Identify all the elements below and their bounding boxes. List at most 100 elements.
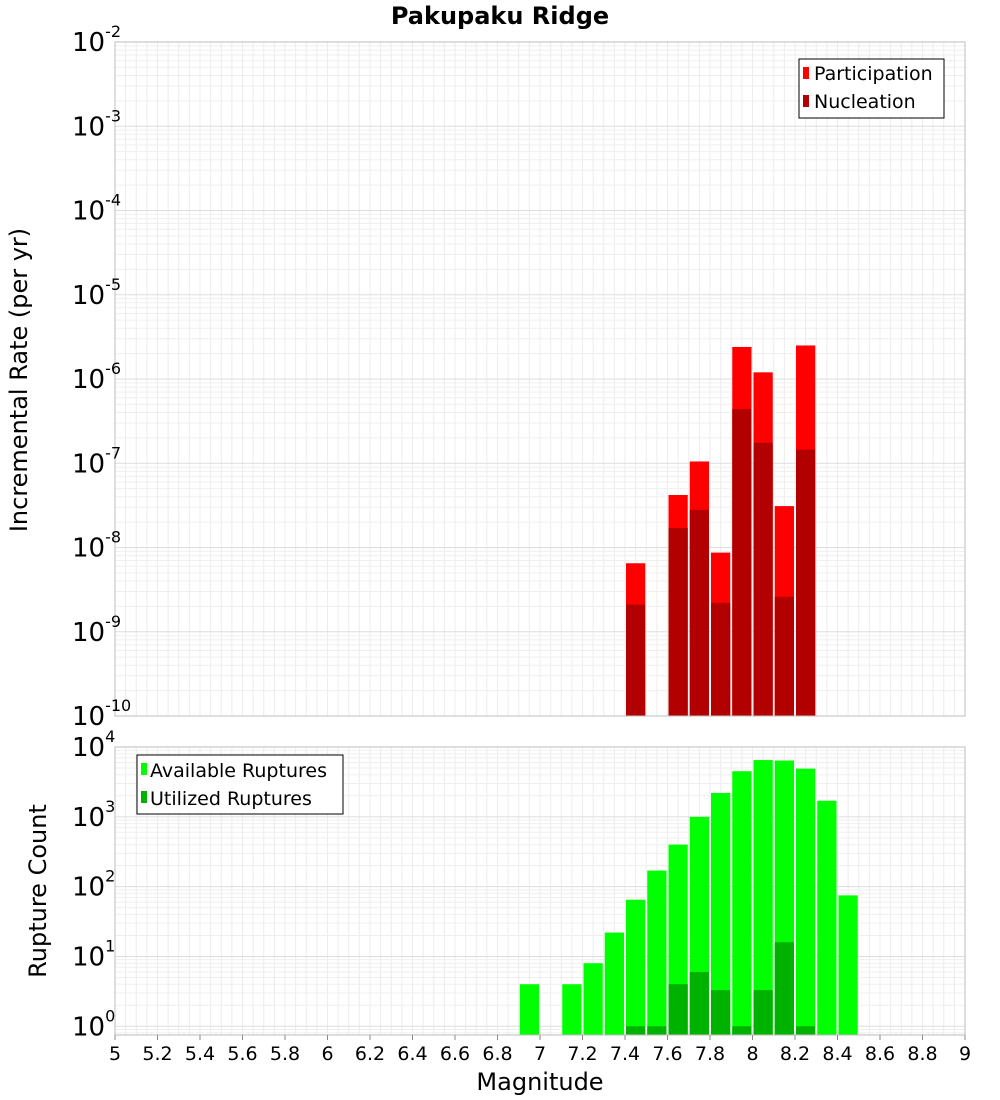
- top-y-tick: 10-8: [72, 528, 121, 564]
- bottom-bar-a: [711, 792, 731, 1035]
- bottom-y-tick-label: 100: [72, 1006, 115, 1042]
- bottom-bar-b: [668, 984, 688, 1035]
- bottom-y-tick: 100: [72, 1006, 115, 1042]
- bottom-bar-a: [626, 899, 646, 1035]
- x-tick-label: 5.2: [142, 1043, 172, 1065]
- x-tick-label: 5.8: [270, 1043, 300, 1065]
- top-y-tick-label: 10-4: [72, 191, 121, 227]
- top-y-tick: 10-5: [72, 275, 121, 311]
- bottom-bar-a: [519, 984, 539, 1035]
- top-y-tick-label: 10-5: [72, 275, 121, 311]
- bottom-bar-b: [689, 971, 709, 1035]
- x-tick-label: 5.4: [185, 1043, 215, 1065]
- bottom-panel: 104 103 102 101 100 5 5.2 5.4 5.6 5.8 6 6.2 6.4 6.6 6…: [72, 727, 971, 1065]
- x-tick-label: 5.6: [227, 1043, 257, 1065]
- top-bar-b: [626, 604, 646, 716]
- x-tick-label: 9: [959, 1043, 971, 1065]
- bottom-bar-a: [583, 963, 603, 1035]
- top-bar-b: [732, 409, 752, 716]
- top-y-tick-label: 10-10: [72, 696, 131, 732]
- x-axis-label: Magnitude: [476, 1068, 603, 1096]
- top-panel: 10-2 10-3 10-4 10-5 10-6 10-7 10-8 10-9 10-10 Pa…: [72, 22, 966, 732]
- top-y-tick-label: 10-7: [72, 443, 121, 479]
- legend-label-nucleation: Nucleation: [814, 91, 916, 113]
- x-tick-label: 8.4: [822, 1043, 852, 1065]
- chart-title: Pakupaku Ridge: [391, 2, 609, 30]
- bottom-bar-a: [562, 984, 582, 1035]
- x-tick-label: 7: [534, 1043, 546, 1065]
- top-y-tick: 10-3: [72, 106, 121, 142]
- top-bar-b: [796, 449, 816, 716]
- top-bar-b: [668, 528, 688, 716]
- bottom-bar-a: [838, 895, 858, 1035]
- bottom-y-tick: 101: [72, 936, 115, 972]
- x-tick-label: 8: [746, 1043, 758, 1065]
- x-tick-label: 7.6: [652, 1043, 682, 1065]
- bottom-bar-a: [796, 768, 816, 1035]
- top-y-tick: 10-2: [72, 22, 121, 58]
- legend-label-participation: Participation: [814, 63, 933, 85]
- top-legend: Participation Nucleation: [798, 58, 945, 119]
- x-tick-label: 8.8: [907, 1043, 937, 1065]
- bottom-bar-b: [626, 1026, 646, 1035]
- top-y-tick-label: 10-6: [72, 359, 121, 395]
- x-tick-label: 6: [321, 1043, 333, 1065]
- bottom-bar-b: [711, 990, 731, 1035]
- top-y-tick: 10-9: [72, 612, 121, 648]
- x-tick-label: 8.6: [865, 1043, 895, 1065]
- x-tick-label: 7.2: [567, 1043, 597, 1065]
- bottom-bar-b: [774, 942, 794, 1035]
- legend-label-utilized: Utilized Ruptures: [150, 788, 312, 810]
- bottom-y-ticks: 104 103 102 101 100: [72, 727, 115, 1042]
- legend-swatch-available: [141, 763, 147, 775]
- bottom-bars: [519, 760, 858, 1035]
- bottom-y-tick-label: 103: [72, 797, 115, 833]
- top-y-tick: 10-10: [72, 696, 131, 732]
- bottom-bar-a: [817, 800, 837, 1035]
- bottom-y-tick-label: 102: [72, 867, 115, 903]
- bottom-bar-a: [604, 932, 624, 1035]
- top-plot-frame: [114, 41, 966, 717]
- top-grid: [114, 41, 966, 717]
- top-y-tick: 10-7: [72, 443, 121, 479]
- bottom-y-tick-label: 104: [72, 727, 115, 763]
- top-bar-b: [753, 442, 773, 716]
- top-y-axis-label: Incremental Rate (per yr): [5, 228, 33, 532]
- bottom-y-tick: 102: [72, 867, 115, 903]
- bottom-bar-b: [647, 1026, 667, 1035]
- x-tick-label: 8.2: [780, 1043, 810, 1065]
- x-tick-label: 6.6: [440, 1043, 470, 1065]
- top-y-tick-label: 10-2: [72, 22, 121, 58]
- bottom-y-tick: 103: [72, 797, 115, 833]
- x-tick-label: 5: [109, 1043, 121, 1065]
- top-y-tick: 10-6: [72, 359, 121, 395]
- legend-label-available: Available Ruptures: [150, 760, 327, 782]
- bottom-y-axis-label: Rupture Count: [24, 804, 52, 978]
- bottom-bar-a: [647, 870, 667, 1035]
- bottom-bar-b: [796, 1026, 816, 1035]
- x-tick-label: 6.8: [482, 1043, 512, 1065]
- top-y-tick-label: 10-8: [72, 528, 121, 564]
- bottom-legend-box: [136, 754, 344, 815]
- bottom-y-tick: 104: [72, 727, 115, 763]
- x-tick-label: 7.8: [695, 1043, 725, 1065]
- legend-swatch-utilized: [141, 791, 147, 803]
- x-tick-label: 6.4: [397, 1043, 427, 1065]
- top-y-tick-label: 10-3: [72, 106, 121, 142]
- bottom-bar-a: [732, 771, 752, 1035]
- top-bar-b: [711, 602, 731, 716]
- top-bar-b: [689, 509, 709, 716]
- top-bar-b: [774, 596, 794, 716]
- bottom-bar-a: [753, 760, 773, 1035]
- bottom-bar-b: [753, 990, 773, 1035]
- top-y-tick-label: 10-9: [72, 612, 121, 648]
- legend-swatch-nucleation: [803, 95, 809, 107]
- x-ticks: 5 5.2 5.4 5.6 5.8 6 6.2 6.4 6.6 6.8 7 7.2 7.4 7.6 7.8 8…: [109, 1035, 971, 1065]
- bottom-legend: Available Ruptures Utilized Ruptures: [136, 754, 344, 815]
- bottom-y-tick-label: 101: [72, 936, 115, 972]
- bottom-bar-b: [732, 1026, 752, 1035]
- x-tick-label: 6.2: [355, 1043, 385, 1065]
- top-y-ticks: 10-2 10-3 10-4 10-5 10-6 10-7 10-8 10-9 10-10: [72, 22, 131, 732]
- top-y-tick: 10-4: [72, 191, 121, 227]
